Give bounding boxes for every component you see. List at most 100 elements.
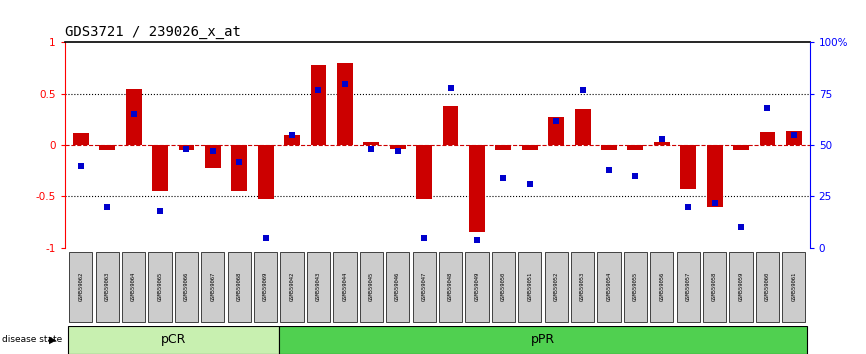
FancyBboxPatch shape	[782, 252, 805, 322]
Text: GSM559069: GSM559069	[263, 272, 268, 301]
Text: GSM559063: GSM559063	[105, 272, 110, 301]
Text: disease state: disease state	[2, 335, 62, 344]
Bar	[417, 145, 432, 199]
Text: GSM559066: GSM559066	[184, 272, 189, 301]
Text: GSM559043: GSM559043	[316, 272, 321, 301]
Point	[312, 87, 326, 92]
FancyBboxPatch shape	[465, 252, 488, 322]
FancyBboxPatch shape	[703, 252, 727, 322]
FancyBboxPatch shape	[201, 252, 224, 322]
Text: GSM559042: GSM559042	[289, 272, 294, 301]
Bar	[100, 145, 115, 150]
Text: GSM559067: GSM559067	[210, 272, 216, 301]
FancyBboxPatch shape	[122, 252, 145, 322]
Point	[100, 204, 114, 210]
Bar	[548, 118, 564, 145]
FancyBboxPatch shape	[69, 252, 93, 322]
Bar	[443, 106, 458, 145]
Bar	[495, 145, 511, 150]
Text: GSM559058: GSM559058	[712, 272, 717, 301]
Bar	[390, 145, 405, 149]
Point	[206, 148, 220, 154]
Bar	[628, 145, 643, 150]
FancyBboxPatch shape	[307, 252, 330, 322]
Text: GSM559057: GSM559057	[686, 272, 691, 301]
Bar	[311, 65, 326, 145]
Point	[470, 237, 484, 242]
Bar	[178, 145, 194, 150]
FancyBboxPatch shape	[518, 252, 541, 322]
Bar	[575, 109, 591, 145]
Text: GSM559045: GSM559045	[369, 272, 374, 301]
FancyBboxPatch shape	[359, 252, 383, 322]
Bar	[152, 145, 168, 191]
Point	[153, 208, 167, 214]
Point	[602, 167, 616, 173]
Bar	[681, 145, 696, 189]
Text: GSM559062: GSM559062	[78, 272, 83, 301]
Bar	[68, 326, 279, 354]
Text: GSM559049: GSM559049	[475, 272, 480, 301]
FancyBboxPatch shape	[650, 252, 674, 322]
FancyBboxPatch shape	[281, 252, 304, 322]
Text: GSM559047: GSM559047	[422, 272, 427, 301]
Bar	[654, 142, 669, 145]
Bar	[364, 142, 379, 145]
FancyBboxPatch shape	[386, 252, 410, 322]
Bar	[284, 135, 300, 145]
Point	[74, 163, 87, 169]
Point	[232, 159, 246, 164]
Bar	[73, 133, 88, 145]
FancyBboxPatch shape	[175, 252, 198, 322]
Text: GSM559068: GSM559068	[236, 272, 242, 301]
Text: GSM559051: GSM559051	[527, 272, 533, 301]
Point	[285, 132, 299, 138]
FancyBboxPatch shape	[439, 252, 462, 322]
Text: ▶: ▶	[48, 335, 56, 345]
Bar	[469, 145, 485, 233]
Point	[682, 204, 695, 210]
Text: GSM559065: GSM559065	[158, 272, 163, 301]
FancyBboxPatch shape	[624, 252, 647, 322]
Bar	[707, 145, 722, 207]
Point	[496, 175, 510, 181]
Text: GSM559064: GSM559064	[131, 272, 136, 301]
FancyBboxPatch shape	[598, 252, 621, 322]
Point	[787, 132, 801, 138]
Point	[629, 173, 643, 179]
Point	[760, 105, 774, 111]
Text: pCR: pCR	[160, 333, 186, 346]
Bar	[786, 131, 802, 145]
Text: GSM559053: GSM559053	[580, 272, 585, 301]
Point	[443, 85, 457, 91]
Bar	[258, 145, 274, 199]
Bar	[126, 88, 141, 145]
Text: GSM559046: GSM559046	[395, 272, 400, 301]
FancyBboxPatch shape	[254, 252, 277, 322]
Point	[708, 200, 721, 205]
Point	[655, 136, 669, 142]
FancyBboxPatch shape	[676, 252, 700, 322]
Point	[391, 148, 404, 154]
Text: GDS3721 / 239026_x_at: GDS3721 / 239026_x_at	[65, 25, 241, 39]
Text: GSM559050: GSM559050	[501, 272, 506, 301]
FancyBboxPatch shape	[729, 252, 753, 322]
FancyBboxPatch shape	[412, 252, 436, 322]
Bar	[337, 63, 352, 145]
Text: GSM559054: GSM559054	[606, 272, 611, 301]
Bar	[279, 326, 807, 354]
Bar	[205, 145, 221, 168]
FancyBboxPatch shape	[95, 252, 119, 322]
Text: GSM559059: GSM559059	[739, 272, 744, 301]
FancyBboxPatch shape	[571, 252, 594, 322]
Point	[417, 235, 431, 240]
Text: GSM559056: GSM559056	[659, 272, 664, 301]
Point	[549, 118, 563, 123]
Text: GSM559061: GSM559061	[792, 272, 797, 301]
FancyBboxPatch shape	[545, 252, 568, 322]
Point	[523, 181, 537, 187]
Text: GSM559048: GSM559048	[448, 272, 453, 301]
Point	[338, 81, 352, 86]
Text: pPR: pPR	[531, 333, 555, 346]
FancyBboxPatch shape	[756, 252, 779, 322]
